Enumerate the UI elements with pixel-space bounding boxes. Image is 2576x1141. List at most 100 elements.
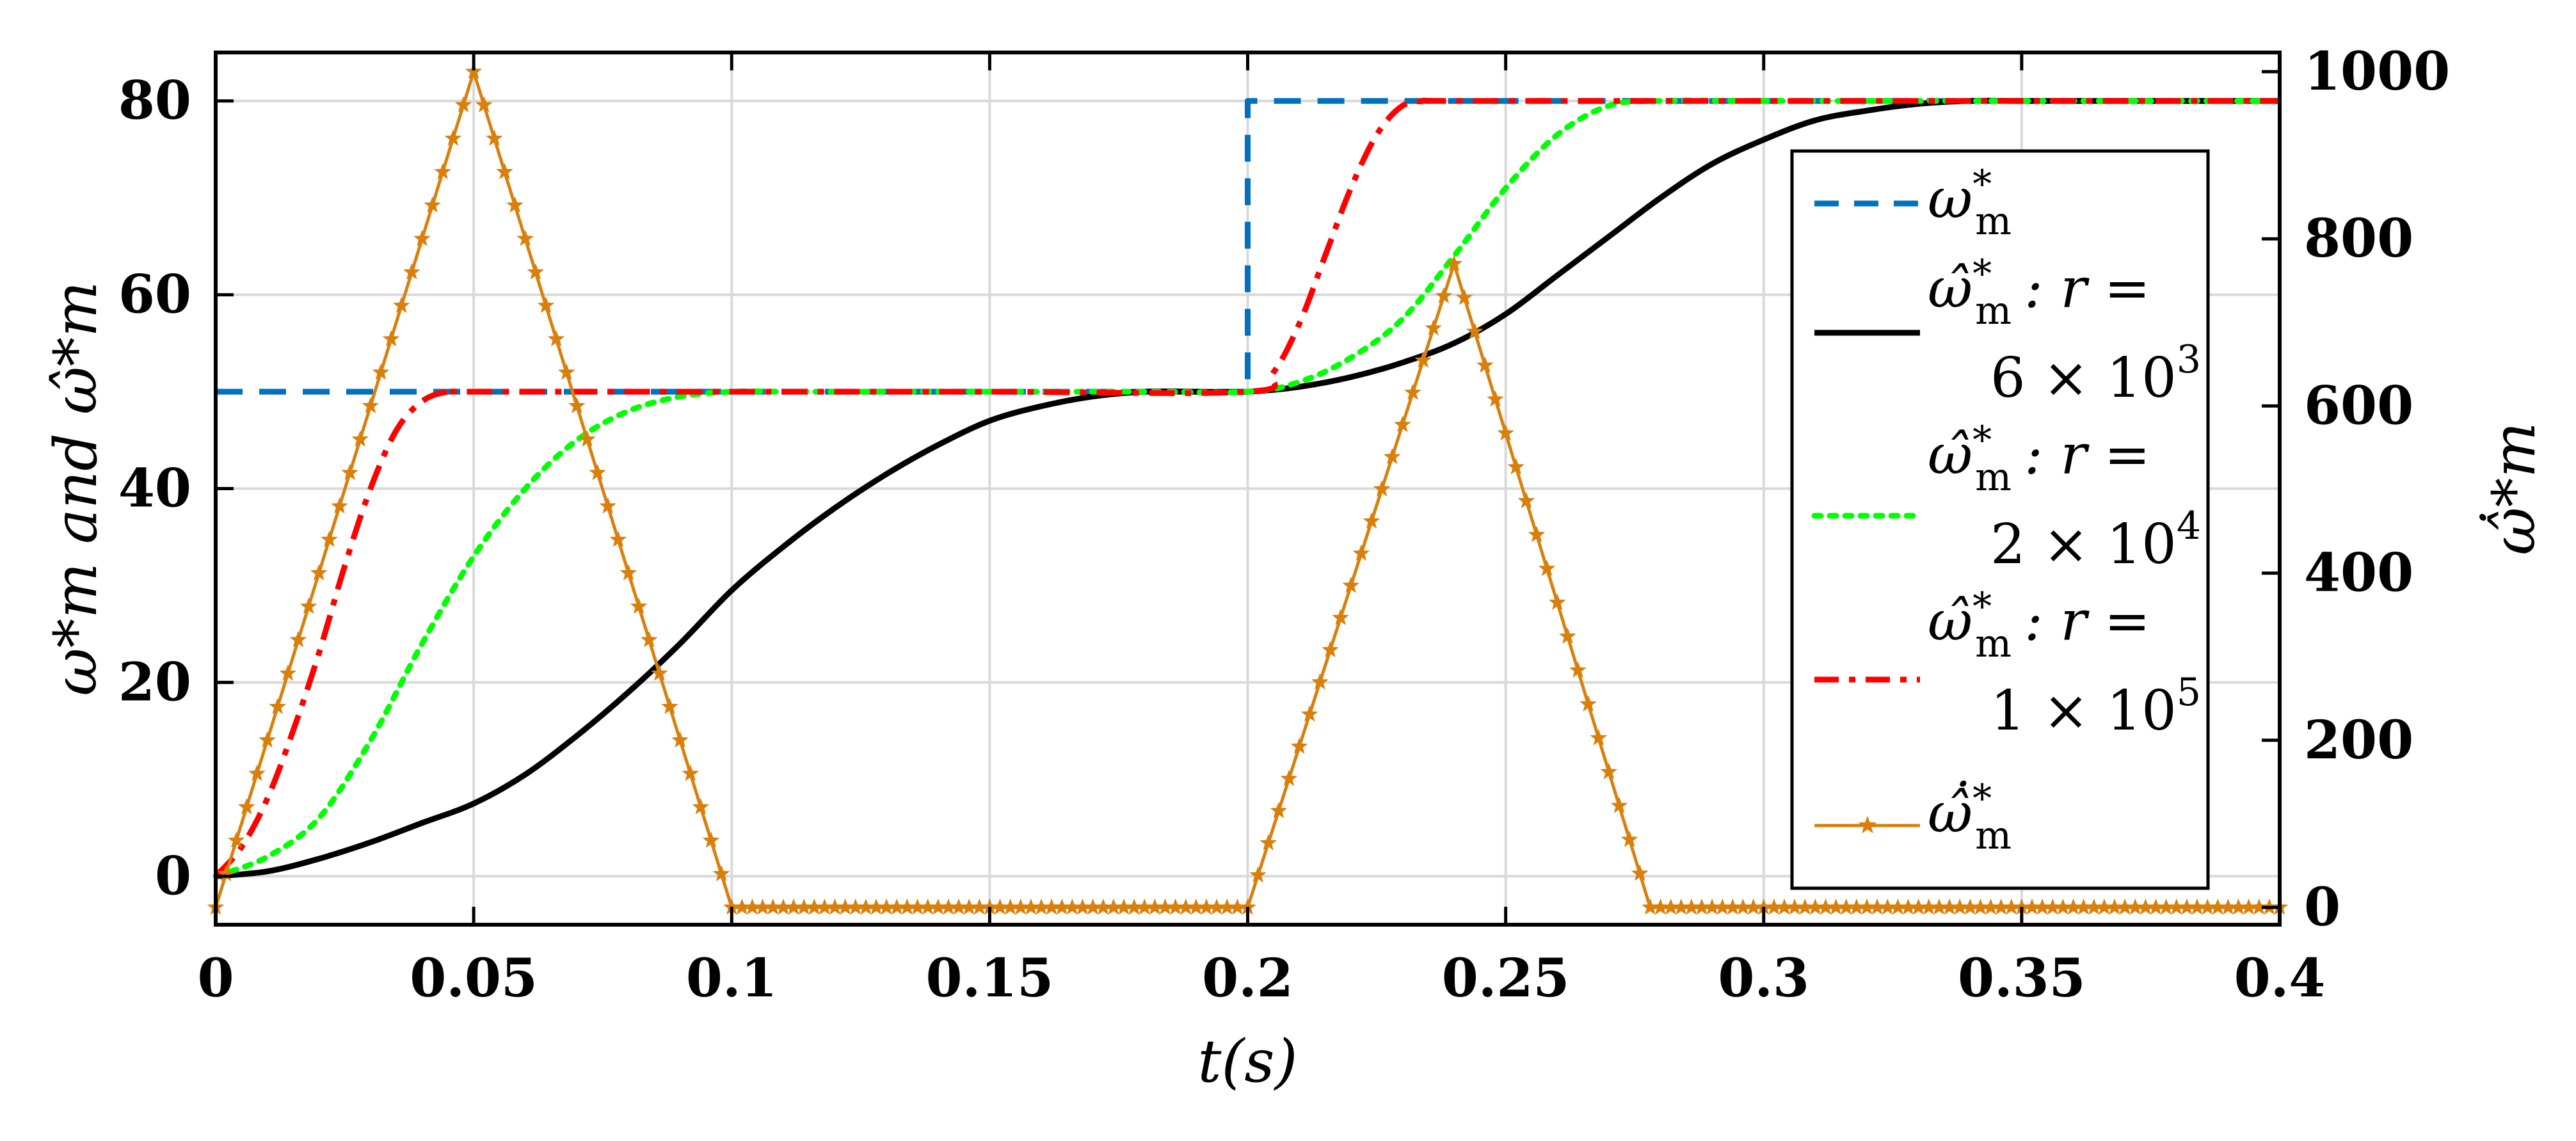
series-marker-4 — [1363, 512, 1380, 529]
series-marker-4 — [1734, 898, 1752, 915]
legend-entry-symbol-4: ω̂̇* m — [1928, 776, 2012, 858]
series-marker-4 — [2003, 898, 2020, 915]
series-marker-4 — [950, 898, 968, 915]
legend-entry-value-2: 2 × 104 — [1990, 504, 2201, 577]
series-marker-4 — [1032, 898, 1050, 915]
series-marker-4 — [1260, 834, 1277, 850]
series-marker-4 — [630, 597, 648, 614]
series-marker-4 — [1517, 491, 1535, 509]
series-marker-4 — [1940, 898, 1958, 915]
series-marker-4 — [341, 463, 358, 481]
series-marker-4 — [1693, 898, 1711, 915]
series-marker-4 — [1992, 898, 2010, 915]
series-marker-4 — [867, 898, 885, 915]
series-marker-4 — [1538, 559, 1556, 577]
legend-box — [1790, 149, 2210, 890]
series-marker-4 — [877, 898, 895, 915]
series-marker-4 — [579, 430, 596, 447]
series-marker-4 — [1218, 898, 1236, 915]
series-marker-4 — [227, 831, 245, 848]
series-marker-4 — [1311, 673, 1329, 690]
series-marker-4 — [1332, 609, 1349, 625]
series-marker-4 — [970, 898, 988, 915]
series-marker-4 — [1322, 641, 1339, 658]
series-marker-4 — [382, 330, 400, 347]
series-marker-4 — [403, 263, 420, 280]
series-marker-4 — [1662, 898, 1679, 915]
series-marker-4 — [1775, 898, 1793, 915]
series-marker-4 — [1435, 287, 1453, 303]
series-marker-4 — [1074, 898, 1091, 915]
x-tick-label: 0.35 — [1958, 948, 2086, 1009]
series-marker-4 — [1084, 898, 1101, 915]
series-marker-4 — [1342, 577, 1360, 593]
y-left-tick-label: 80 — [118, 70, 191, 132]
series-marker-4 — [1910, 898, 1927, 915]
series-marker-4 — [2023, 898, 2041, 915]
series-marker-4 — [661, 698, 678, 714]
x-tick-label: 0.2 — [1202, 948, 1293, 1009]
x-tick-label: 0.1 — [686, 948, 778, 1009]
axis-labels: t(s) ω*m and ω̂*m ω̂̇*m — [42, 282, 2548, 1096]
series-marker-4 — [2240, 898, 2257, 915]
series-marker-4 — [413, 230, 431, 246]
legend-entry-symbol-2: ω̂* m: r = — [1928, 418, 2150, 500]
series-marker-4 — [857, 898, 875, 915]
series-marker-4 — [279, 664, 297, 681]
series-marker-4 — [1270, 802, 1288, 818]
series-marker-4 — [1394, 415, 1411, 433]
y-left-tick-label: 20 — [118, 651, 191, 713]
legend-entry-symbol-3: ω̂* m: r = — [1928, 584, 2150, 666]
series-marker-4 — [1002, 898, 1019, 915]
series-marker-4 — [1600, 763, 1618, 779]
y-right-axis-label: ω̂̇*m — [2479, 422, 2548, 555]
series-marker-4 — [671, 731, 689, 748]
series-marker-4 — [795, 898, 813, 915]
series-marker-4 — [1858, 898, 1876, 915]
series-marker-4 — [310, 564, 328, 580]
series-marker-4 — [712, 865, 730, 882]
series-marker-4 — [1868, 898, 1886, 915]
series-marker-4 — [899, 898, 916, 915]
series-marker-4 — [2033, 898, 2051, 915]
series-marker-4 — [1414, 351, 1432, 368]
series-marker-4 — [1672, 898, 1690, 915]
series-marker-4 — [1631, 865, 1649, 881]
series-marker-4 — [640, 631, 658, 648]
series-marker-4 — [1105, 898, 1123, 915]
series-marker-4 — [1043, 898, 1060, 915]
series-marker-4 — [2137, 898, 2154, 915]
series-marker-4 — [1972, 898, 1989, 915]
y-left-tick-label: 0 — [155, 845, 191, 907]
series-marker-4 — [1590, 729, 1608, 746]
series-marker-4 — [1208, 898, 1226, 915]
series-marker-4 — [392, 296, 410, 313]
series-marker-4 — [723, 898, 740, 915]
series-line-2 — [212, 97, 2283, 879]
series-marker-4 — [496, 163, 513, 179]
series-marker-4 — [1167, 898, 1184, 915]
x-tick-label: 0.15 — [926, 948, 1054, 1009]
x-tick-label: 0 — [197, 948, 234, 1009]
series-marker-4 — [557, 363, 575, 380]
y-right-tick-label: 200 — [2304, 710, 2413, 771]
legend-entry-value-1: 6 × 103 — [1990, 337, 2201, 410]
y-right-tick-label: 400 — [2304, 543, 2413, 604]
series-marker-4 — [940, 898, 957, 915]
series-marker-4 — [2157, 898, 2175, 915]
series-marker-4 — [1703, 898, 1721, 915]
series-marker-4 — [362, 397, 380, 413]
series-marker-4 — [1445, 255, 1463, 271]
series-marker-4 — [424, 196, 441, 213]
series-marker-4 — [2230, 898, 2247, 915]
series-marker-4 — [826, 898, 844, 915]
series-marker-4 — [651, 664, 668, 681]
series-marker-4 — [1352, 544, 1370, 561]
series-marker-4 — [888, 898, 906, 915]
series-marker-4 — [702, 831, 720, 848]
series-marker-4 — [1889, 898, 1907, 915]
x-tick-label: 0.4 — [2234, 948, 2326, 1009]
ticks: 0 0.05 0.1 0.15 0.2 0.25 0.3 0.35 0.402040608002… — [118, 41, 2450, 1009]
series-marker-4 — [1652, 898, 1669, 915]
series-marker-4 — [1497, 424, 1514, 441]
